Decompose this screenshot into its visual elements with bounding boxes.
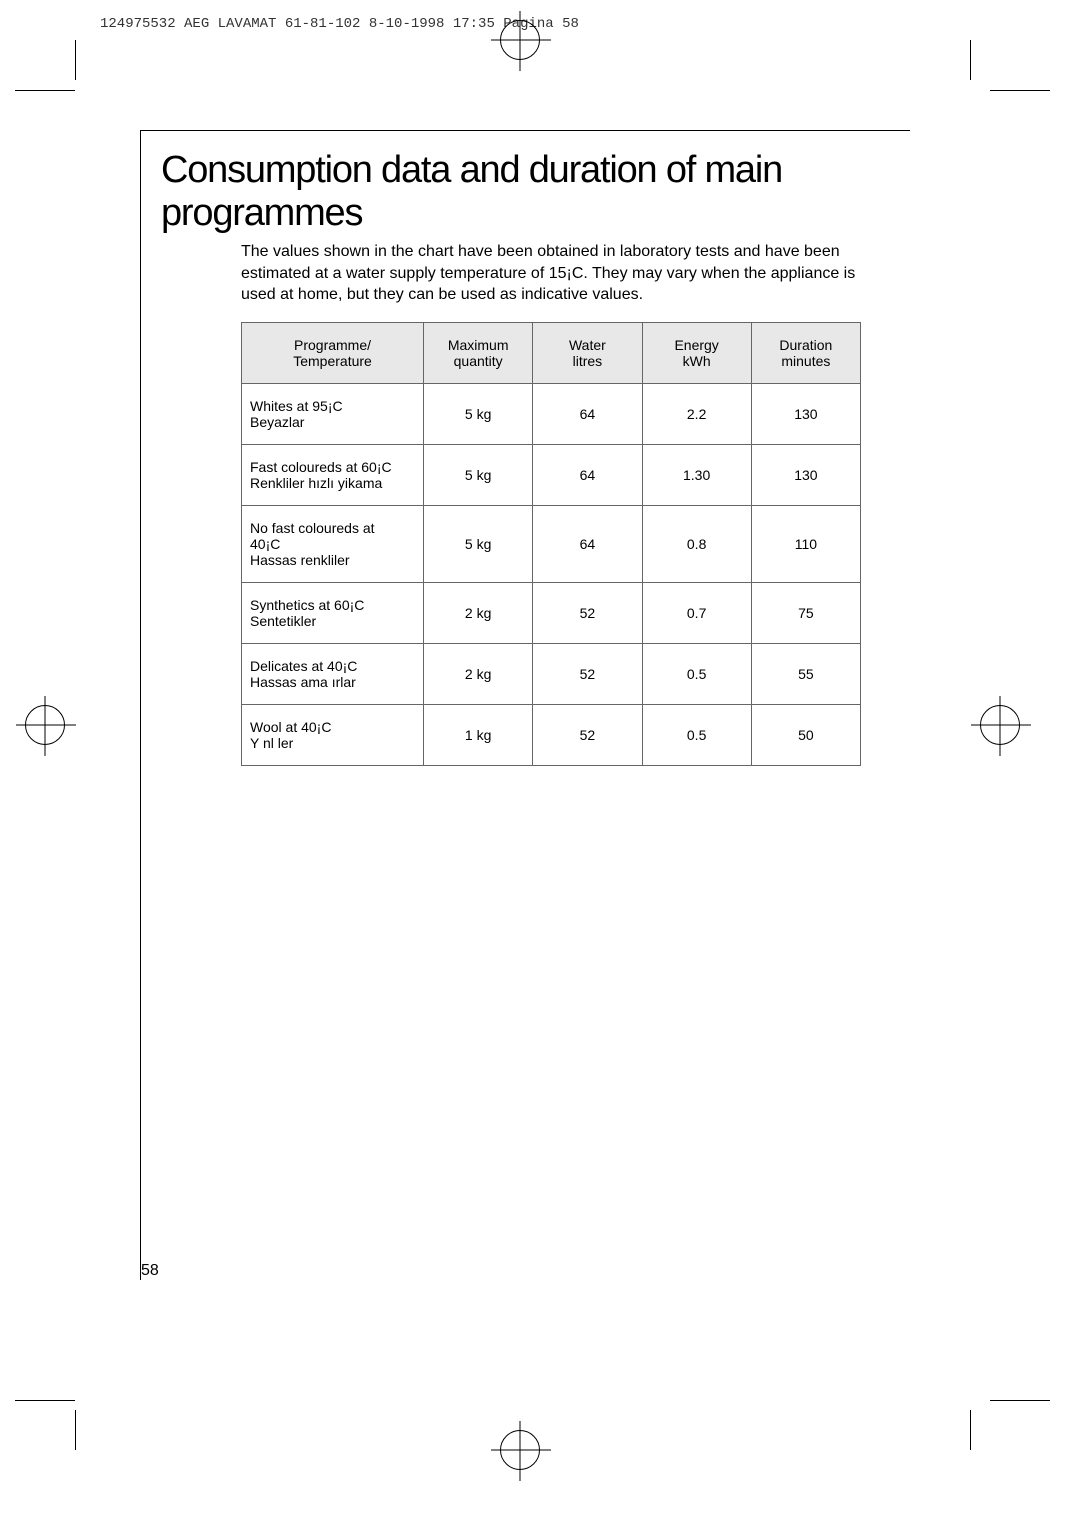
cell-qty: 5 kg [424,383,533,444]
cell-energy: 0.7 [642,582,751,643]
cell-energy: 1.30 [642,444,751,505]
table-row: No fast coloureds at 40¡C Hassas renklil… [242,505,861,582]
cell-programme: Whites at 95¡C Beyazlar [242,383,424,444]
registration-mark-top [500,20,540,60]
cell-energy: 0.8 [642,505,751,582]
cell-water: 52 [533,704,642,765]
cell-water: 52 [533,582,642,643]
col-duration: Duration minutes [751,322,860,383]
cell-duration: 130 [751,383,860,444]
intro-paragraph: The values shown in the chart have been … [241,241,870,306]
registration-mark-left [25,705,65,745]
col-energy: Energy kWh [642,322,751,383]
cell-duration: 50 [751,704,860,765]
cell-qty: 5 kg [424,444,533,505]
cell-qty: 5 kg [424,505,533,582]
table-row: Synthetics at 60¡C Sentetikler 2 kg 52 0… [242,582,861,643]
table-row: Whites at 95¡C Beyazlar 5 kg 64 2.2 130 [242,383,861,444]
cell-programme: Delicates at 40¡C Hassas ama ırlar [242,643,424,704]
cell-energy: 0.5 [642,704,751,765]
page-title: Consumption data and duration of main pr… [161,149,910,235]
col-water: Water litres [533,322,642,383]
cell-duration: 75 [751,582,860,643]
col-programme: Programme/ Temperature [242,322,424,383]
cell-programme: Wool at 40¡C Y nl ler [242,704,424,765]
cell-qty: 1 kg [424,704,533,765]
registration-mark-bottom [500,1430,540,1470]
crop-mark-tr [960,60,1020,120]
crop-mark-br [960,1370,1020,1430]
cell-programme: Synthetics at 60¡C Sentetikler [242,582,424,643]
cell-energy: 0.5 [642,643,751,704]
page-number: 58 [141,1262,159,1280]
cell-duration: 130 [751,444,860,505]
cell-qty: 2 kg [424,582,533,643]
cell-programme: No fast coloureds at 40¡C Hassas renklil… [242,505,424,582]
cell-water: 64 [533,505,642,582]
col-quantity: Maximum quantity [424,322,533,383]
cell-duration: 110 [751,505,860,582]
cell-programme: Fast coloureds at 60¡C Renkliler hızlı y… [242,444,424,505]
cell-energy: 2.2 [642,383,751,444]
crop-mark-bl [15,1370,75,1430]
cell-duration: 55 [751,643,860,704]
registration-mark-right [980,705,1020,745]
table-row: Fast coloureds at 60¡C Renkliler hızlı y… [242,444,861,505]
consumption-table: Programme/ Temperature Maximum quantity … [241,322,861,766]
cell-qty: 2 kg [424,643,533,704]
table-header-row: Programme/ Temperature Maximum quantity … [242,322,861,383]
crop-mark-tl [15,60,75,120]
page-content-area: Consumption data and duration of main pr… [140,130,910,1280]
table-row: Delicates at 40¡C Hassas ama ırlar 2 kg … [242,643,861,704]
table-row: Wool at 40¡C Y nl ler 1 kg 52 0.5 50 [242,704,861,765]
cell-water: 64 [533,383,642,444]
cell-water: 64 [533,444,642,505]
cell-water: 52 [533,643,642,704]
